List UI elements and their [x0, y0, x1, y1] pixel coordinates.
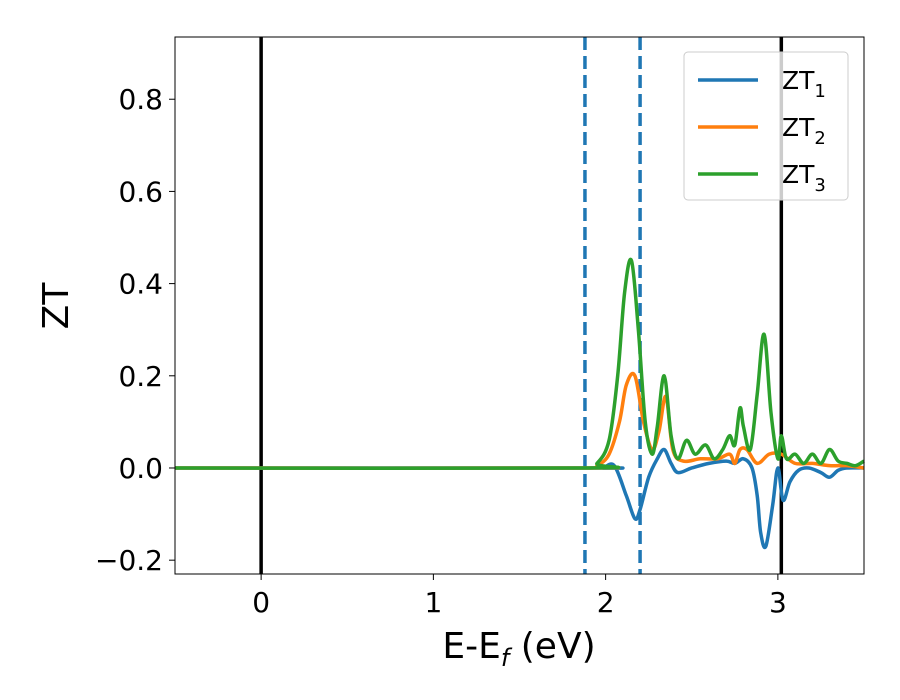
- legend-box: [683, 51, 849, 201]
- plot-frame: [174, 36, 865, 575]
- x-tick-label: 3: [769, 586, 787, 619]
- y-tick-label: 0.0: [118, 452, 163, 485]
- y-tick-label: 0.8: [118, 83, 163, 116]
- y-axis-ticks: −0.2 0.0 0.2 0.4 0.6 0.8: [95, 83, 175, 577]
- series-line-1: [175, 447, 865, 550]
- x-axis-label: E-Ef (eV): [442, 626, 595, 672]
- x-tick-label: 2: [597, 586, 615, 619]
- legend-label-2: ZT2: [782, 113, 826, 149]
- y-tick-label: 0.4: [118, 268, 163, 301]
- x-tick-label: 0: [252, 586, 270, 619]
- legend: ZT1 ZT2 ZT3: [683, 51, 849, 201]
- x-tick-label: 1: [424, 586, 442, 619]
- y-axis-label: ZT: [36, 282, 77, 330]
- series-line-2: [174, 371, 865, 470]
- x-axis-ticks: 0 1 2 3: [252, 574, 787, 619]
- y-tick-label: 0.6: [118, 175, 163, 208]
- series-line-3: [174, 257, 865, 471]
- y-tick-label: 0.2: [118, 360, 163, 393]
- y-tick-label: −0.2: [95, 544, 163, 577]
- series-lines: [174, 257, 865, 550]
- legend-label-3: ZT3: [782, 160, 826, 196]
- legend-label-1: ZT1: [782, 66, 826, 102]
